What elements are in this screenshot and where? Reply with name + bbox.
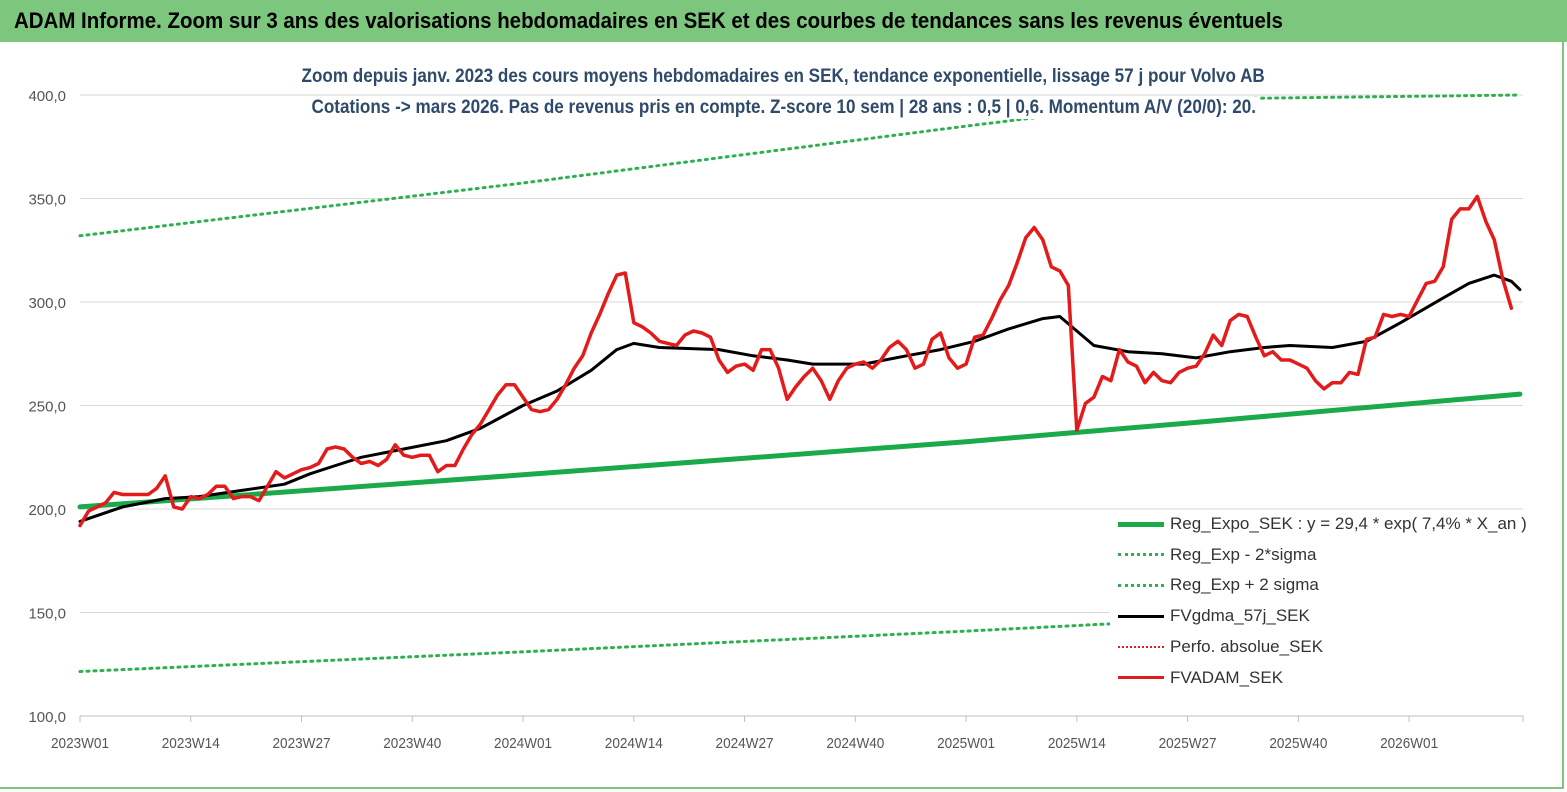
x-tick-label: 2024W14	[605, 735, 663, 752]
legend-label: FVADAM_SEK	[1170, 667, 1284, 687]
y-tick-label: 400,0	[28, 88, 66, 105]
x-tick-label: 2025W14	[1048, 735, 1106, 752]
x-tick-label: 2023W27	[273, 735, 331, 752]
x-tick-label: 2024W40	[826, 735, 884, 752]
reg-plus-2sigma-line	[78, 93, 1522, 238]
y-tick-label: 350,0	[28, 192, 66, 209]
y-axis: 100,0 150,0 200,0 250,0 300,0 350,0 400,0	[28, 88, 66, 726]
x-tick-label: 2025W27	[1159, 735, 1217, 752]
legend-item: FVADAM_SEK	[1118, 666, 1283, 690]
report-banner: ADAM Informe. Zoom sur 3 ans des valoris…	[0, 0, 1567, 42]
chart-title: Zoom depuis janv. 2023 des cours moyens …	[0, 66, 1567, 88]
legend-swatch	[1118, 645, 1164, 648]
legend-label: Reg_Expo_SEK : y = 29,4 * exp( 7,4% * X_…	[1170, 514, 1527, 533]
y-tick-label: 200,0	[28, 502, 66, 519]
legend-item: FVgdma_57j_SEK	[1118, 604, 1310, 628]
legend-label: Reg_Exp + 2 sigma	[1170, 575, 1319, 595]
y-tick-label: 250,0	[28, 399, 66, 416]
x-axis: 2023W01 2023W14 2023W27 2023W40 2024W01 2024W…	[51, 715, 1524, 752]
reg-expo-line	[77, 391, 1523, 510]
x-tick-label: 2026W01	[1380, 735, 1438, 752]
legend-label: Reg_Exp - 2*sigma	[1170, 544, 1317, 564]
x-tick-label: 2025W01	[937, 735, 995, 752]
y-tick-label: 300,0	[28, 295, 66, 312]
y-tick-label: 100,0	[28, 709, 66, 726]
fvadam-line	[78, 194, 1514, 528]
x-tick-label: 2025W40	[1269, 735, 1327, 752]
x-tick-label: 2023W40	[383, 735, 441, 752]
report-title: ADAM Informe. Zoom sur 3 ans des valoris…	[14, 8, 1283, 33]
x-tick-label: 2023W14	[162, 735, 220, 752]
legend-label: Perfo. absolue_SEK	[1170, 636, 1324, 656]
legend-item: Reg_Expo_SEK : y = 29,4 * exp( 7,4% * X_…	[1118, 512, 1527, 536]
legend-item: Perfo. absolue_SEK	[1118, 635, 1323, 659]
legend-item: Reg_Exp + 2 sigma	[1118, 573, 1319, 597]
chart-frame	[0, 42, 1564, 789]
x-tick-label: 2024W27	[716, 735, 774, 752]
chart-subtitle: Cotations -> mars 2026. Pas de revenus p…	[0, 97, 1567, 119]
legend-swatch	[1118, 583, 1164, 587]
legend-swatch	[1118, 676, 1164, 679]
x-tick-label: 2024W01	[494, 735, 552, 752]
legend-swatch	[1118, 614, 1164, 618]
y-tick-label: 150,0	[28, 606, 66, 623]
legend-label: FVgdma_57j_SEK	[1170, 606, 1310, 626]
x-tick-label: 2023W01	[51, 735, 109, 752]
legend-item: Reg_Exp - 2*sigma	[1118, 543, 1316, 567]
fvgdma-line	[78, 273, 1522, 523]
legend-swatch	[1118, 553, 1164, 557]
gridlines	[80, 94, 1523, 613]
legend: Reg_Expo_SEK : y = 29,4 * exp( 7,4% * X_…	[1110, 512, 1530, 702]
legend-swatch	[1118, 521, 1164, 527]
